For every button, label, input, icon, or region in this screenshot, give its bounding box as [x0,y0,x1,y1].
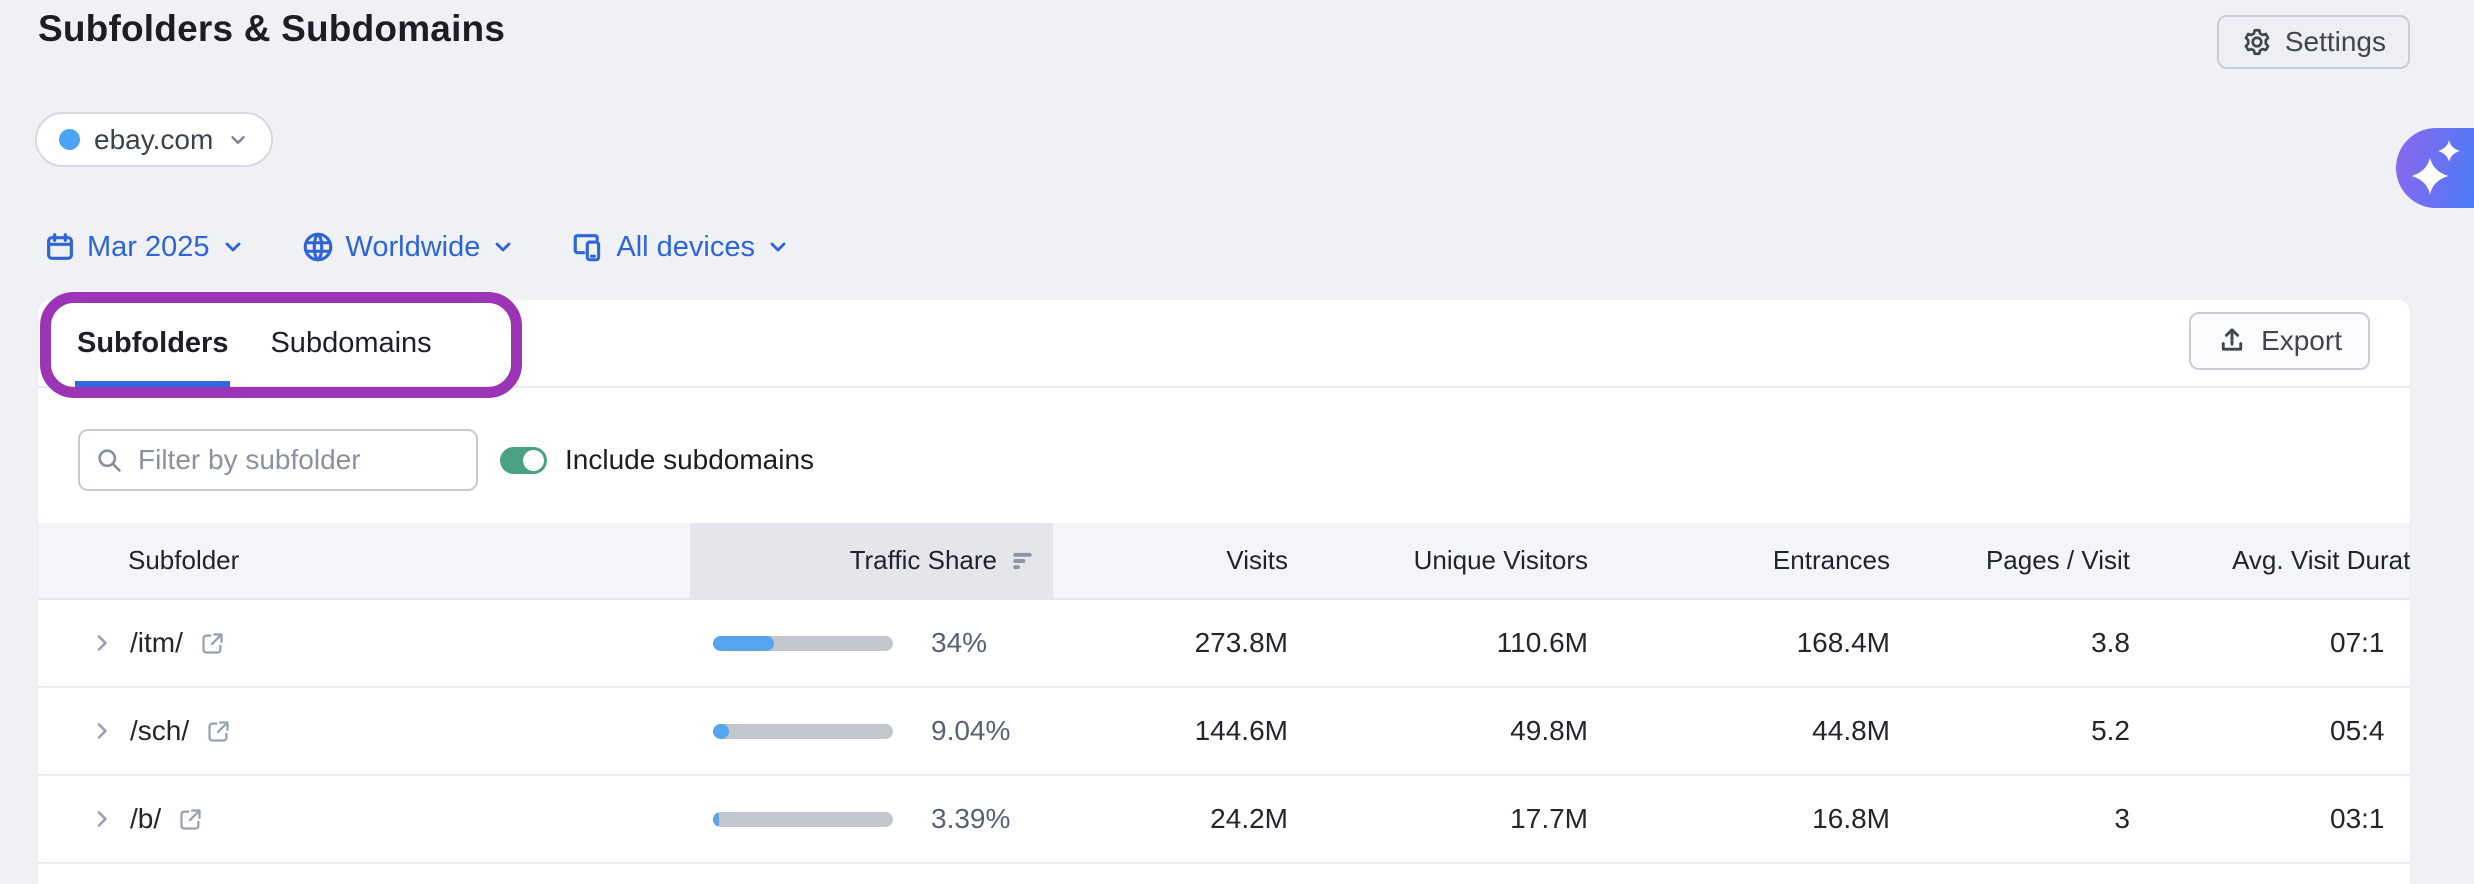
traffic-share-bar [713,811,893,827]
chevron-down-icon [227,129,249,151]
globe-icon [301,230,335,264]
avg-visit-duration-value: 03:1 [2330,803,2385,834]
domain-label: ebay.com [94,123,214,155]
column-header-unique-visitors[interactable]: Unique Visitors [1413,545,1588,575]
visits-value: 144.6M [1194,715,1288,746]
subfolders-panel: Subfolders Subdomains Export Include sub… [38,300,2410,884]
subfolder-filter-input[interactable] [78,429,478,491]
export-icon [2217,326,2247,356]
location-filter[interactable]: Worldwide [301,230,516,264]
subfolder-link[interactable]: /b/ [130,803,162,834]
sort-descending-icon [1009,548,1035,574]
expand-chevron-right-icon[interactable] [90,719,114,743]
traffic-share-bar [713,635,893,651]
location-filter-label: Worldwide [345,230,481,263]
pages-per-visit-value: 3.8 [2091,627,2130,658]
traffic-share-value: 34% [931,627,988,658]
date-filter-label: Mar 2025 [87,230,210,263]
pages-per-visit-value: 3 [2114,803,2130,834]
entrances-value: 16.8M [1812,803,1890,834]
settings-button[interactable]: Settings [2216,15,2410,69]
table-row: /sch/ 9.04% 144.6M 49.8M 44.8M 5.2 05:4 [38,688,2410,776]
tabs-bar: Subfolders Subdomains Export [38,300,2410,388]
devices-filter-label: All devices [616,230,755,263]
gear-icon [2241,26,2273,58]
column-header-pages-per-visit[interactable]: Pages / Visit [1985,545,2130,575]
unique-visitors-value: 110.6M [1496,627,1588,658]
column-header-traffic-share[interactable]: Traffic Share [690,523,1053,598]
external-link-icon[interactable] [199,630,226,657]
unique-visitors-value: 17.7M [1510,803,1588,834]
avg-visit-duration-value: 07:1 [2330,627,2385,658]
ai-assistant-button[interactable] [2396,128,2474,208]
entrances-value: 44.8M [1812,715,1890,746]
table-header-row: Subfolder Traffic Share Visits Unique Vi… [38,523,2410,600]
table-row: /itm/ 34% 273.8M 110.6M 168.4M 3.8 07:1 [38,600,2410,688]
sparkles-icon [2438,140,2460,162]
toggle-knob [523,449,544,471]
entrances-value: 168.4M [1796,627,1890,658]
column-header-avg-visit-duration[interactable]: Avg. Visit Duration [2232,545,2410,575]
chevron-down-icon [221,235,245,259]
filters-row: Mar 2025 Worldwide All devices [44,224,790,270]
page-title: Subfolders & Subdomains [38,8,506,49]
tab-subdomains[interactable]: Subdomains [270,326,432,359]
sparkles-icon [2411,157,2449,195]
calendar-icon [44,231,76,263]
export-button[interactable]: Export [2189,312,2370,370]
domain-selector[interactable]: ebay.com [35,112,274,167]
traffic-share-value: 3.39% [931,803,1011,834]
visits-value: 273.8M [1194,627,1288,658]
table-controls: Include subdomains [78,428,814,492]
external-link-icon[interactable] [177,806,204,833]
include-subdomains-toggle[interactable] [500,446,547,474]
expand-chevron-right-icon[interactable] [90,807,114,831]
expand-chevron-right-icon[interactable] [90,631,114,655]
table-row: /b/ 3.39% 24.2M 17.7M 16.8M 3 03:1 [38,776,2410,864]
chevron-down-icon [766,235,790,259]
traffic-share-label: Traffic Share [849,545,997,575]
subfolder-link[interactable]: /sch/ [130,715,190,746]
subfolders-table: Subfolder Traffic Share Visits Unique Vi… [38,523,2410,864]
tab-subfolders[interactable]: Subfolders [75,300,231,388]
visits-value: 24.2M [1210,803,1288,834]
traffic-share-bar [713,723,893,739]
chevron-down-icon [491,235,515,259]
column-header-visits[interactable]: Visits [1226,545,1288,575]
devices-filter[interactable]: All devices [571,230,790,264]
export-label: Export [2261,325,2342,356]
domain-dot-icon [59,129,80,150]
date-filter[interactable]: Mar 2025 [44,231,245,264]
column-header-entrances[interactable]: Entrances [1772,545,1890,575]
devices-icon [571,230,605,264]
avg-visit-duration-value: 05:4 [2330,715,2385,746]
include-subdomains-label: Include subdomains [565,444,815,475]
pages-per-visit-value: 5.2 [2091,715,2130,746]
settings-label: Settings [2284,26,2386,57]
subfolder-link[interactable]: /itm/ [130,627,183,658]
external-link-icon[interactable] [205,718,232,745]
unique-visitors-value: 49.8M [1510,715,1588,746]
search-icon [98,449,121,472]
column-header-subfolder[interactable]: Subfolder [128,545,240,575]
traffic-share-value: 9.04% [931,715,1011,746]
